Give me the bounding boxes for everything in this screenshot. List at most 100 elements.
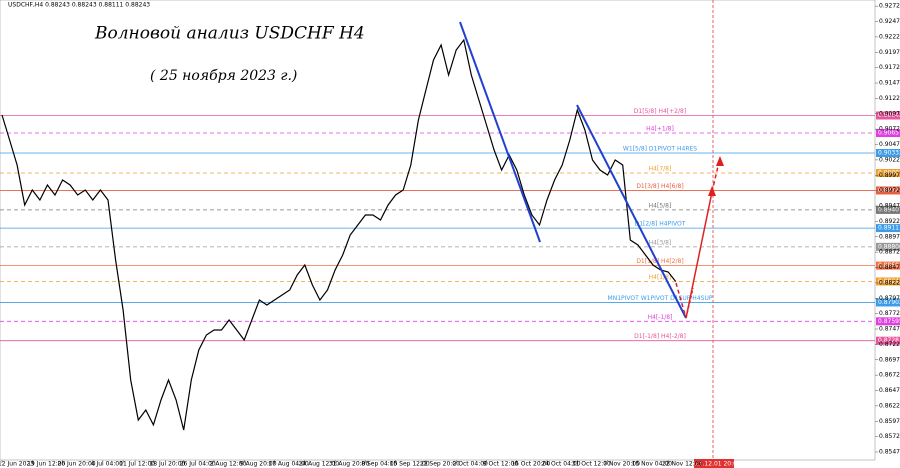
x-tick-label: 26 Jun 20:00 (57, 461, 95, 468)
chart-title: Волновой анализ USDCHF H4 (94, 24, 365, 44)
level-label: D1[1/8] H4[2/8] (636, 258, 683, 265)
arrow-head (716, 156, 724, 166)
level-label: D1[3/8] H4[6/8] (636, 183, 683, 190)
x-tick-label: 12 Jun 2023 (0, 461, 34, 468)
price-box (876, 168, 900, 177)
x-tick-label: 9 Oct 12:00 (483, 461, 518, 468)
level-label: D1[-1/8] H4[-2/8] (634, 333, 686, 340)
x-tick-label: 2 Aug 12:00 (210, 461, 247, 468)
x-tick-label: 2 Oct 04:00 (453, 461, 488, 468)
future-label-box (694, 459, 734, 468)
chart-subtitle: ( 25 ноября 2023 г.) (150, 68, 297, 84)
price-box (876, 261, 900, 270)
level-label: H4[+1/8] (646, 126, 674, 133)
x-tick-label: 8 Sep 04:00 (361, 461, 397, 468)
x-tick-label: 22 Nov 12:00 (662, 461, 703, 468)
price-box (876, 317, 900, 326)
level-label: H4[5/8] (649, 202, 672, 209)
price-box (876, 111, 900, 120)
x-tick-label: 19 Jun 12:00 (27, 461, 65, 468)
header: USDCHF,H4 0.88243 0.88243 0.88111 0.8824… (8, 2, 150, 9)
price-box (876, 205, 900, 214)
price-line (1, 38, 677, 431)
price-box-label: 0.87595 (878, 318, 900, 325)
level-label: MN1PIVOT W1PIVOT D1SUP H4SUP (608, 295, 713, 302)
level-label: W1[5/8] D1PIVOT H4RES (623, 146, 697, 153)
price-box-label: 0.8728 (878, 337, 899, 344)
level-label: H4[1/8] (649, 274, 672, 281)
level-label: H4[-1/8] (648, 314, 673, 321)
forecast-arrow (685, 287, 694, 319)
x-tick-label: 26 Jul 04:00 (180, 461, 216, 468)
price-box (876, 277, 900, 286)
x-tick-label: 15 Nov 04:00 (632, 461, 673, 468)
price-box-label: 0.88806 (878, 243, 900, 250)
level-label: D1[2/8] H4PIVOT (635, 221, 686, 228)
x-tick-label: 31 Oct 12:00 (572, 461, 611, 468)
price-box-label: 0.88243 (878, 278, 900, 285)
level-label: D1[5/8] H4[+2/8] (634, 108, 686, 115)
price-box-label: 0.90657 (878, 130, 900, 137)
x-tick-label: 22 Sep 20:00 (420, 461, 460, 468)
x-tick-label: 24 Aug 12:00 (299, 461, 340, 468)
price-box-label: 0.89111 (878, 225, 900, 232)
x-tick-label: 15 Sep 12:00 (390, 461, 430, 468)
future-label: 2023.12.01 20:00 (687, 461, 741, 468)
level-label: H4[3/8] (649, 239, 672, 246)
price-box-label: 0.89723 (878, 187, 900, 194)
forecast-arrow (675, 282, 687, 319)
forecast-arrow (711, 161, 720, 193)
price-box (876, 149, 900, 158)
level-label: H4[7/8] (649, 165, 672, 172)
price-box (876, 298, 900, 307)
x-tick-label: 9 Aug 20:00 (240, 461, 277, 468)
price-box-label: 0.90942 (878, 112, 900, 119)
x-tick-label: 17 Aug 04:00 (268, 461, 309, 468)
price-box-label: 0.87902 (878, 299, 900, 306)
trend-line (459, 21, 541, 243)
x-tick-label: 7 Nov 20:00 (603, 461, 640, 468)
x-tick-label: 4 Jul 04:00 (91, 461, 123, 468)
x-tick-label: 11 Jul 12:00 (119, 461, 155, 468)
y-tick-label: 0.92720 (879, 3, 900, 10)
price-box-label: 0.90007 (878, 169, 900, 176)
trend-line (576, 104, 687, 319)
price-box (876, 129, 900, 138)
x-tick-label: 18 Jul 20:00 (149, 461, 185, 468)
price-box-label: 0.89407 (878, 206, 900, 213)
price-box (876, 242, 900, 251)
price-box (876, 336, 900, 345)
plot-frame (0, 0, 876, 461)
price-box (876, 224, 900, 233)
price-box-label: 0.88501 (878, 262, 900, 269)
price-box (876, 186, 900, 195)
x-tick-label: 24 Oct 04:00 (541, 461, 580, 468)
